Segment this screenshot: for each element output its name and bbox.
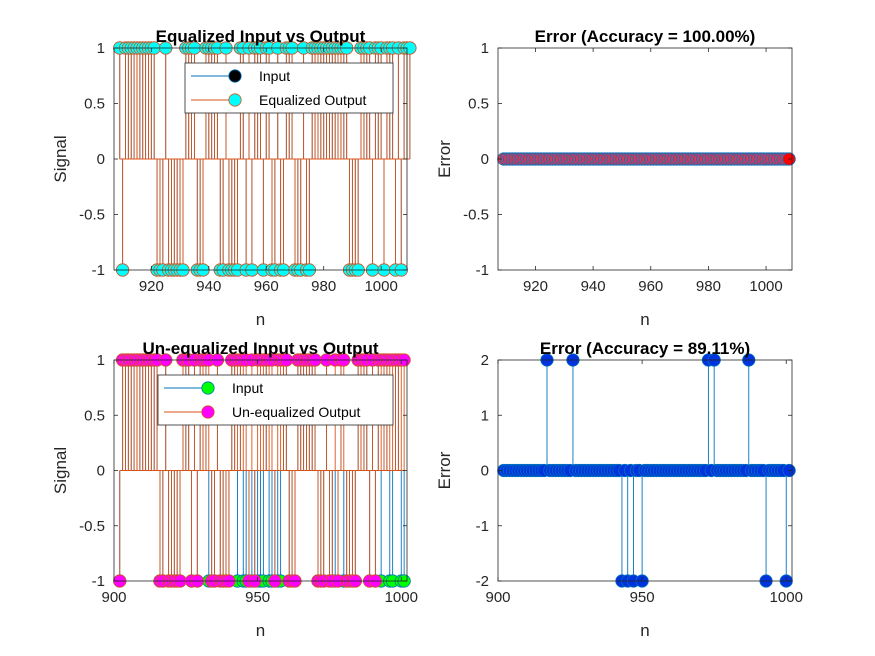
x-tick-label: 900 — [485, 589, 510, 606]
x-tick-label: 960 — [254, 278, 279, 295]
y-tick-label: -1 — [476, 518, 489, 535]
y-tick-label: 1 — [481, 407, 489, 424]
x-tick-label: 1000 — [364, 278, 397, 295]
markers-0 — [497, 152, 796, 166]
legend-marker — [228, 69, 242, 83]
y-tick-label: 0.5 — [468, 96, 489, 113]
chart-title: Error (Accuracy = 89.11%) — [540, 339, 750, 358]
x-tick-label: 980 — [696, 278, 721, 295]
legend: Input Un-equalized Output — [157, 374, 394, 426]
legend-marker — [201, 405, 215, 419]
y-tick-label: -0.5 — [79, 518, 105, 535]
x-tick-label: 1000 — [770, 589, 803, 606]
legend-label: Equalized Output — [259, 92, 367, 108]
x-tick-label: 920 — [523, 278, 548, 295]
x-axis-label: n — [640, 310, 649, 329]
x-tick-label: 940 — [581, 278, 606, 295]
y-axis-label: Signal — [51, 447, 70, 494]
subplot-p2: 920 940 960 980 1000 -1 -0.5 0 0.5 1 n Error Error (… — [435, 27, 796, 329]
x-tick-label: 960 — [638, 278, 663, 295]
x-tick-label: 1000 — [385, 589, 418, 606]
x-axis-label: n — [256, 621, 265, 640]
y-axis-label: Signal — [51, 135, 70, 182]
chart-title: Un-equalized Input vs Output — [142, 339, 378, 358]
legend-marker — [201, 381, 215, 395]
chart-title: Equalized Input vs Output — [156, 27, 366, 46]
subplot-p3: 900 950 1000 -1 -0.5 0 0.5 1 n Signal Un-equalized… — [51, 339, 418, 640]
legend-box — [157, 374, 394, 426]
y-tick-label: -1 — [476, 262, 489, 279]
y-tick-label: 1 — [97, 352, 105, 369]
legend-marker — [228, 93, 242, 107]
legend: Input Equalized Output — [184, 62, 394, 114]
y-tick-label: 0 — [97, 463, 105, 480]
x-axis-label: n — [640, 621, 649, 640]
y-tick-label: 2 — [481, 352, 489, 369]
y-axis-label: Error — [435, 451, 454, 489]
legend-label: Un-equalized Output — [232, 404, 361, 420]
x-tick-label: 980 — [311, 278, 336, 295]
legend-box — [184, 62, 394, 114]
chart-title: Error (Accuracy = 100.00%) — [535, 27, 756, 46]
x-tick-label: 940 — [196, 278, 221, 295]
y-tick-label: 0 — [481, 151, 489, 168]
markers-0 — [497, 353, 796, 588]
subplot-p1: 920 940 960 980 1000 -1 -0.5 0 0.5 1 n Signal Equali… — [51, 27, 417, 329]
y-tick-label: -0.5 — [463, 207, 489, 224]
legend-label: Input — [259, 68, 290, 84]
x-tick-label: 950 — [245, 589, 270, 606]
y-tick-label: 0 — [97, 151, 105, 168]
y-tick-label: -2 — [476, 573, 489, 590]
x-tick-label: 900 — [101, 589, 126, 606]
y-tick-label: 1 — [97, 40, 105, 57]
x-tick-label: 1000 — [749, 278, 782, 295]
y-tick-label: 1 — [481, 40, 489, 57]
y-tick-label: -1 — [92, 262, 105, 279]
y-tick-label: -0.5 — [79, 207, 105, 224]
x-axis-label: n — [256, 310, 265, 329]
legend-label: Input — [232, 380, 263, 396]
y-tick-label: 0.5 — [84, 407, 105, 424]
y-tick-label: 0 — [481, 463, 489, 480]
y-axis-label: Error — [435, 140, 454, 178]
subplot-p4: 900 950 1000 -2 -1 0 1 2 n Error Error (Accuracy =… — [435, 339, 803, 640]
x-tick-label: 950 — [630, 589, 655, 606]
y-tick-label: 0.5 — [84, 96, 105, 113]
x-tick-label: 920 — [139, 278, 164, 295]
y-tick-label: -1 — [92, 573, 105, 590]
